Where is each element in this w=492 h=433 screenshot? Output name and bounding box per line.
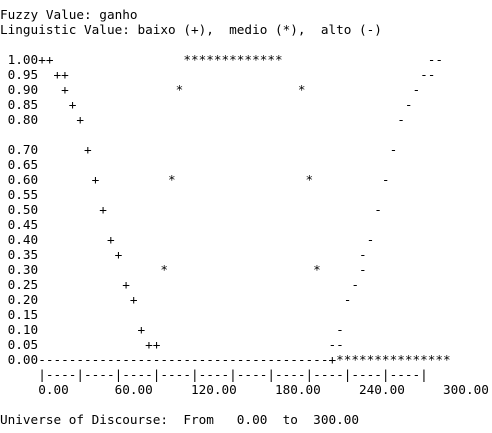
plot-row-0-15: 0.15 bbox=[0, 307, 39, 322]
plot-row-0-60: 0.60 + * * - bbox=[0, 172, 390, 187]
plot-row-0-90: 0.90 + * * - bbox=[0, 82, 421, 97]
plot-row-0-05: 0.05 ++ -- bbox=[0, 337, 344, 352]
x-axis-ticks: |----|----|----|----|----|----|----|----… bbox=[0, 367, 428, 382]
plot-row-0-45: 0.45 bbox=[0, 217, 39, 232]
fuzzy-value-line: Fuzzy Value: ganho bbox=[0, 7, 138, 22]
plot-row-0-25: 0.25 + - bbox=[0, 277, 360, 292]
plot-row-0-40: 0.40 + - bbox=[0, 232, 375, 247]
plot-row-0-50: 0.50 + - bbox=[0, 202, 382, 217]
plot-row-0-20: 0.20 + - bbox=[0, 292, 352, 307]
plot-row-0-95: 0.95 ++ -- bbox=[0, 67, 436, 82]
plot-row-1-00: 1.00++ ************* -- bbox=[0, 52, 444, 67]
plot-row-0-70: 0.70 + - bbox=[0, 142, 398, 157]
plot-row-0-65: 0.65 bbox=[0, 157, 39, 172]
plot-row-0-55: 0.55 bbox=[0, 187, 39, 202]
plot-row-0-30: 0.30 * * - bbox=[0, 262, 367, 277]
plot-row-0-85: 0.85 + - bbox=[0, 97, 413, 112]
plot-row-0-10: 0.10 + - bbox=[0, 322, 344, 337]
plot-row-0-35: 0.35 + - bbox=[0, 247, 367, 262]
plot-row-0-80: 0.80 + - bbox=[0, 112, 405, 127]
linguistic-value-legend: Linguistic Value: baixo (+), medio (*), … bbox=[0, 22, 382, 37]
plot-row-0-00: 0.00------------------------------------… bbox=[0, 352, 451, 367]
x-axis-labels: 0.00 60.00 120.00 180.00 240.00 300.00 bbox=[0, 382, 489, 397]
universe-of-discourse: Universe of Discourse: From 0.00 to 300.… bbox=[0, 412, 360, 427]
